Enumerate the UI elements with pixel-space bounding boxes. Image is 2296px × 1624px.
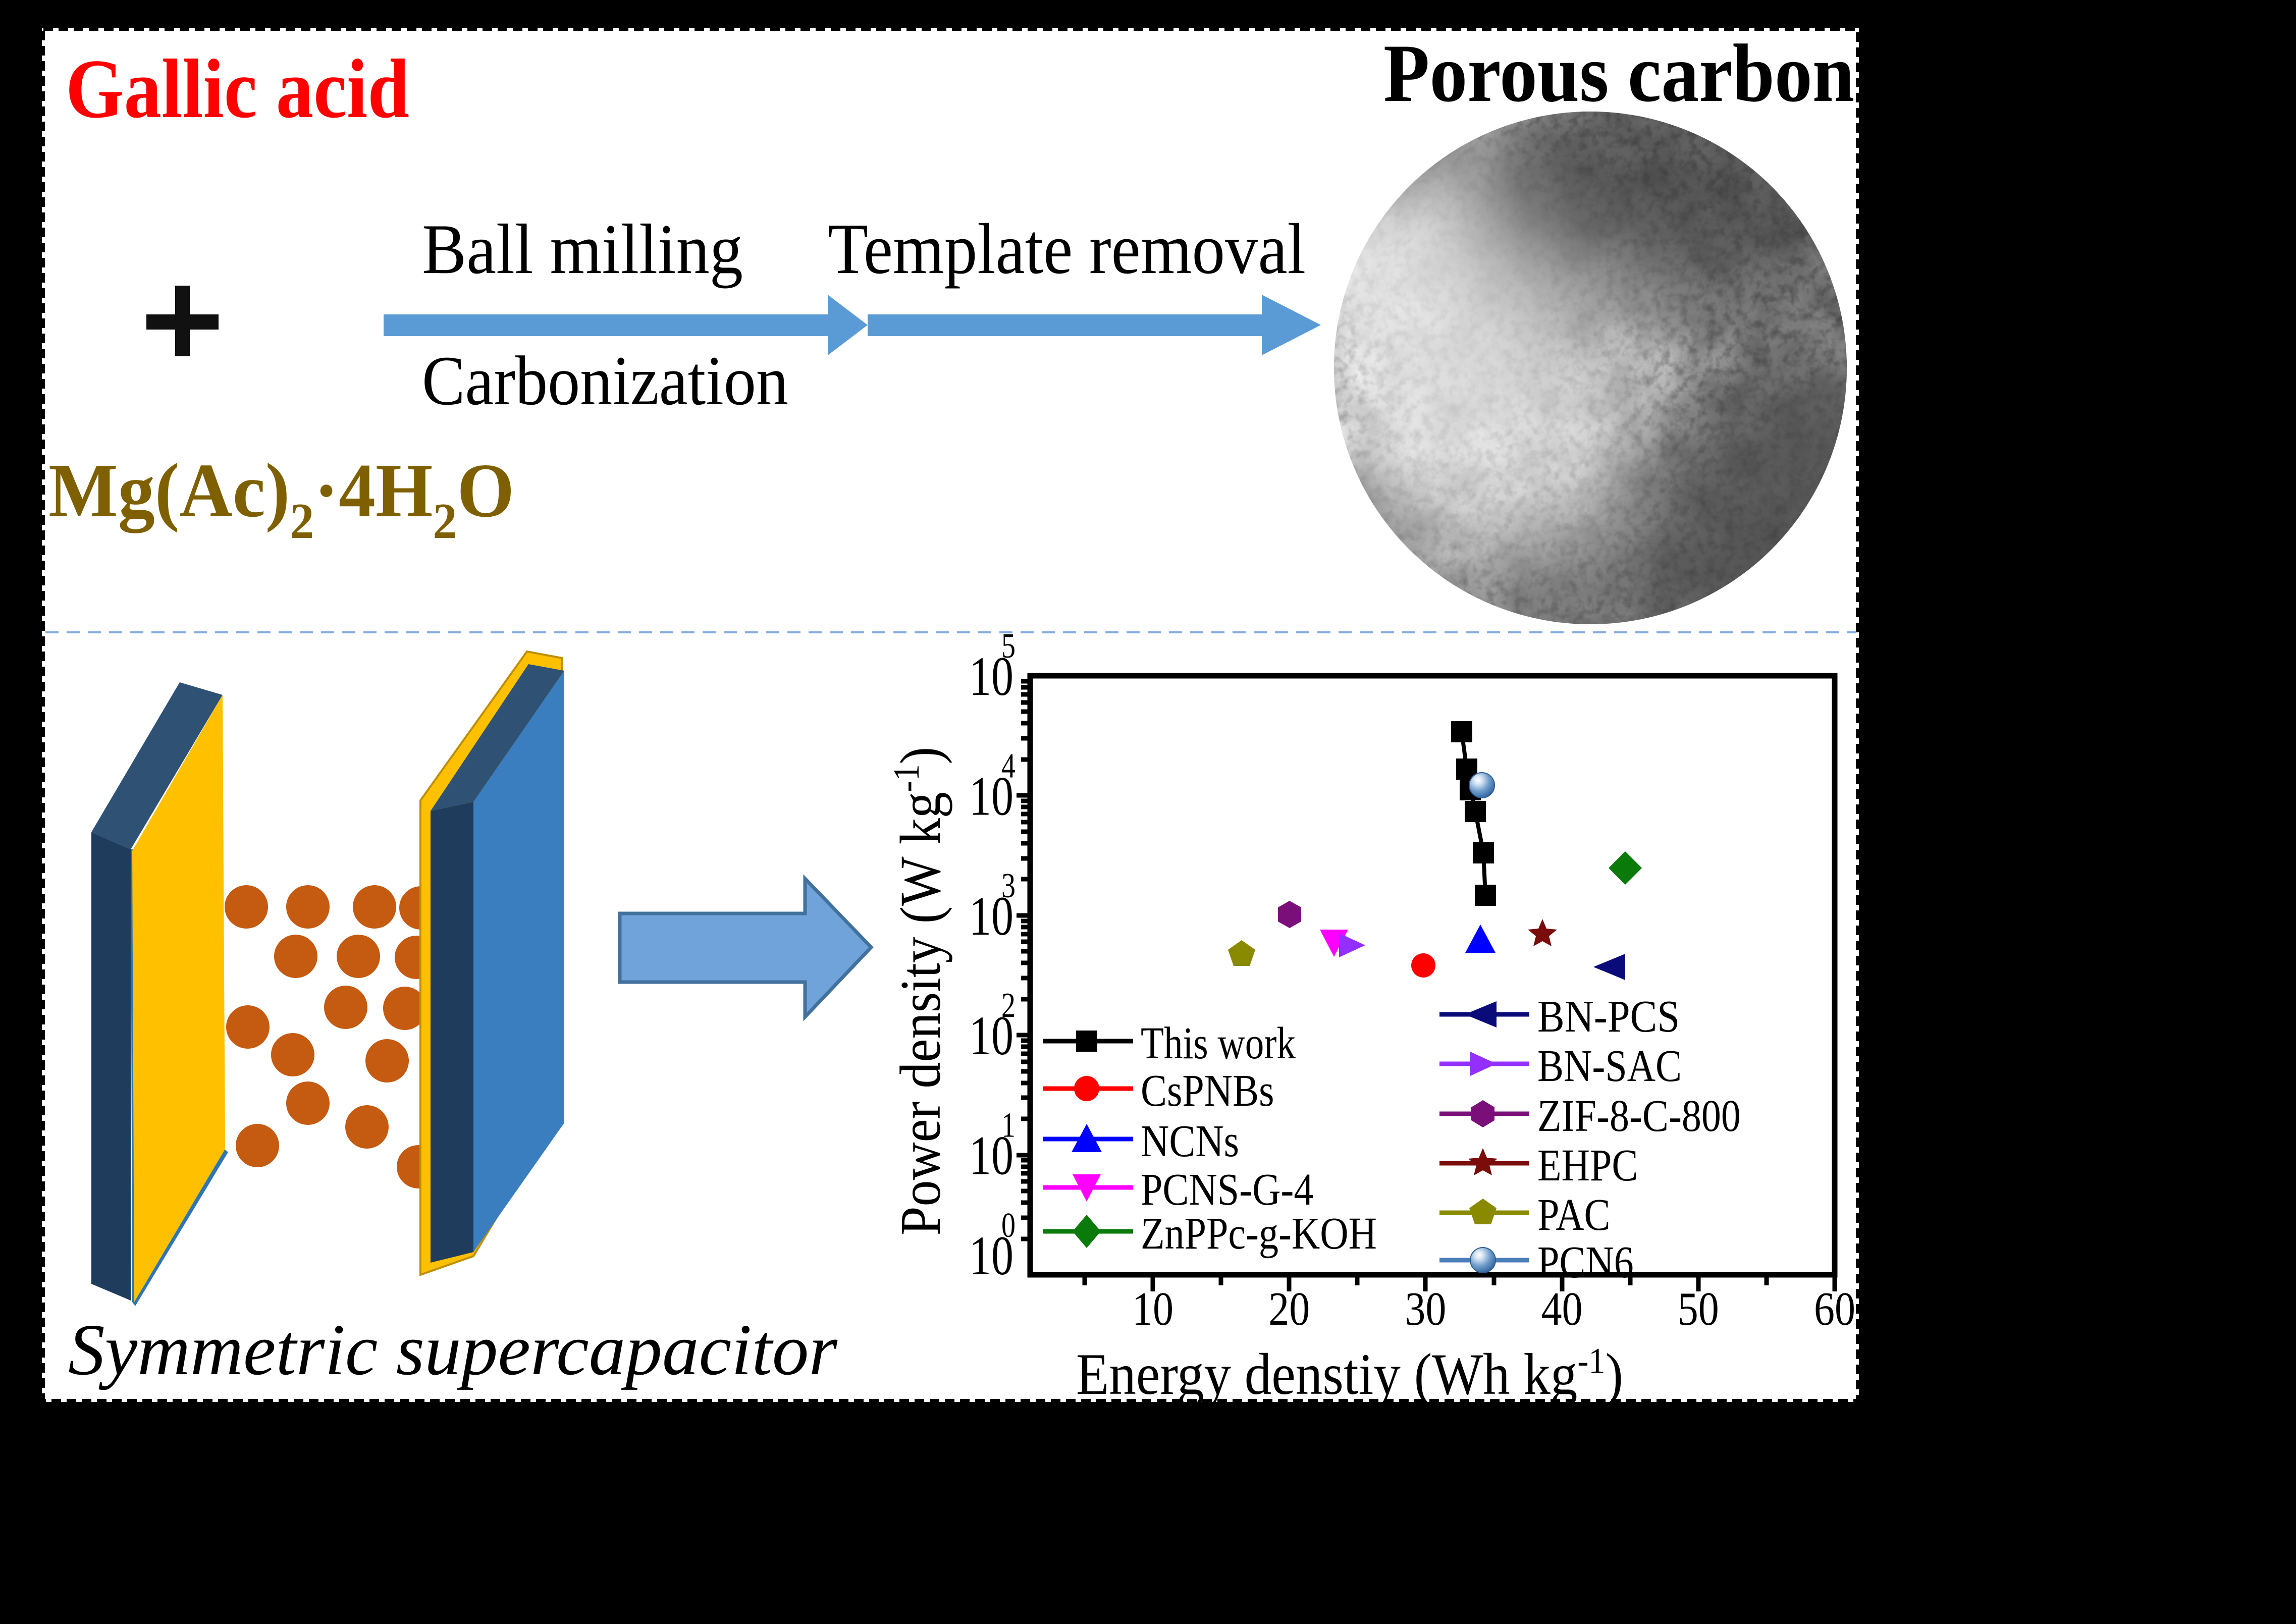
svg-text:10: 10 xyxy=(969,1225,1013,1287)
svg-text:10: 10 xyxy=(1132,1283,1173,1336)
svg-text:BN-SAC: BN-SAC xyxy=(1537,1041,1682,1091)
svg-text:Template removal: Template removal xyxy=(828,208,1306,289)
svg-text:60: 60 xyxy=(1814,1283,1855,1336)
svg-text:Energy denstiy (Wh kg-1): Energy denstiy (Wh kg-1) xyxy=(1076,1340,1623,1407)
svg-text:50: 50 xyxy=(1678,1283,1719,1336)
svg-text:NCNs: NCNs xyxy=(1141,1116,1239,1166)
svg-text:Mg(Ac)2·4H2O: Mg(Ac)2·4H2O xyxy=(48,448,514,549)
svg-text:Gallic acid: Gallic acid xyxy=(66,42,409,135)
svg-text:This work: This work xyxy=(1141,1018,1296,1068)
svg-text:4: 4 xyxy=(1001,746,1016,785)
svg-text:3: 3 xyxy=(1001,866,1016,905)
svg-text:EHPC: EHPC xyxy=(1537,1141,1638,1190)
svg-text:1: 1 xyxy=(1001,1106,1016,1145)
svg-text:10: 10 xyxy=(969,1005,1013,1067)
svg-text:10: 10 xyxy=(969,645,1013,708)
svg-text:Carbonization: Carbonization xyxy=(422,342,788,419)
svg-text:10: 10 xyxy=(969,1124,1013,1186)
svg-text:BN-PCS: BN-PCS xyxy=(1537,992,1680,1042)
svg-text:5: 5 xyxy=(1001,626,1016,665)
svg-text:10: 10 xyxy=(969,885,1013,947)
svg-text:CsPNBs: CsPNBs xyxy=(1141,1066,1274,1116)
svg-text:40: 40 xyxy=(1541,1283,1583,1336)
svg-text:Symmetric supercapacitor: Symmetric supercapacitor xyxy=(68,1310,838,1390)
svg-text:PCN6: PCN6 xyxy=(1537,1237,1634,1287)
svg-text:2: 2 xyxy=(1001,986,1016,1024)
svg-text:PCNS-G-4: PCNS-G-4 xyxy=(1141,1165,1313,1215)
svg-text:ZnPPc-g-KOH: ZnPPc-g-KOH xyxy=(1141,1209,1377,1259)
svg-text:PAC: PAC xyxy=(1537,1190,1611,1240)
svg-text:10: 10 xyxy=(969,765,1013,827)
svg-text:30: 30 xyxy=(1405,1283,1446,1336)
svg-text:20: 20 xyxy=(1268,1283,1310,1336)
svg-text:Ball milling: Ball milling xyxy=(422,209,743,289)
svg-text:ZIF-8-C-800: ZIF-8-C-800 xyxy=(1537,1091,1741,1141)
svg-text:0: 0 xyxy=(1001,1206,1016,1244)
svg-text:Porous carbon: Porous carbon xyxy=(1383,27,1854,119)
svg-text:Power density (W kg-1): Power density (W kg-1) xyxy=(886,747,952,1236)
